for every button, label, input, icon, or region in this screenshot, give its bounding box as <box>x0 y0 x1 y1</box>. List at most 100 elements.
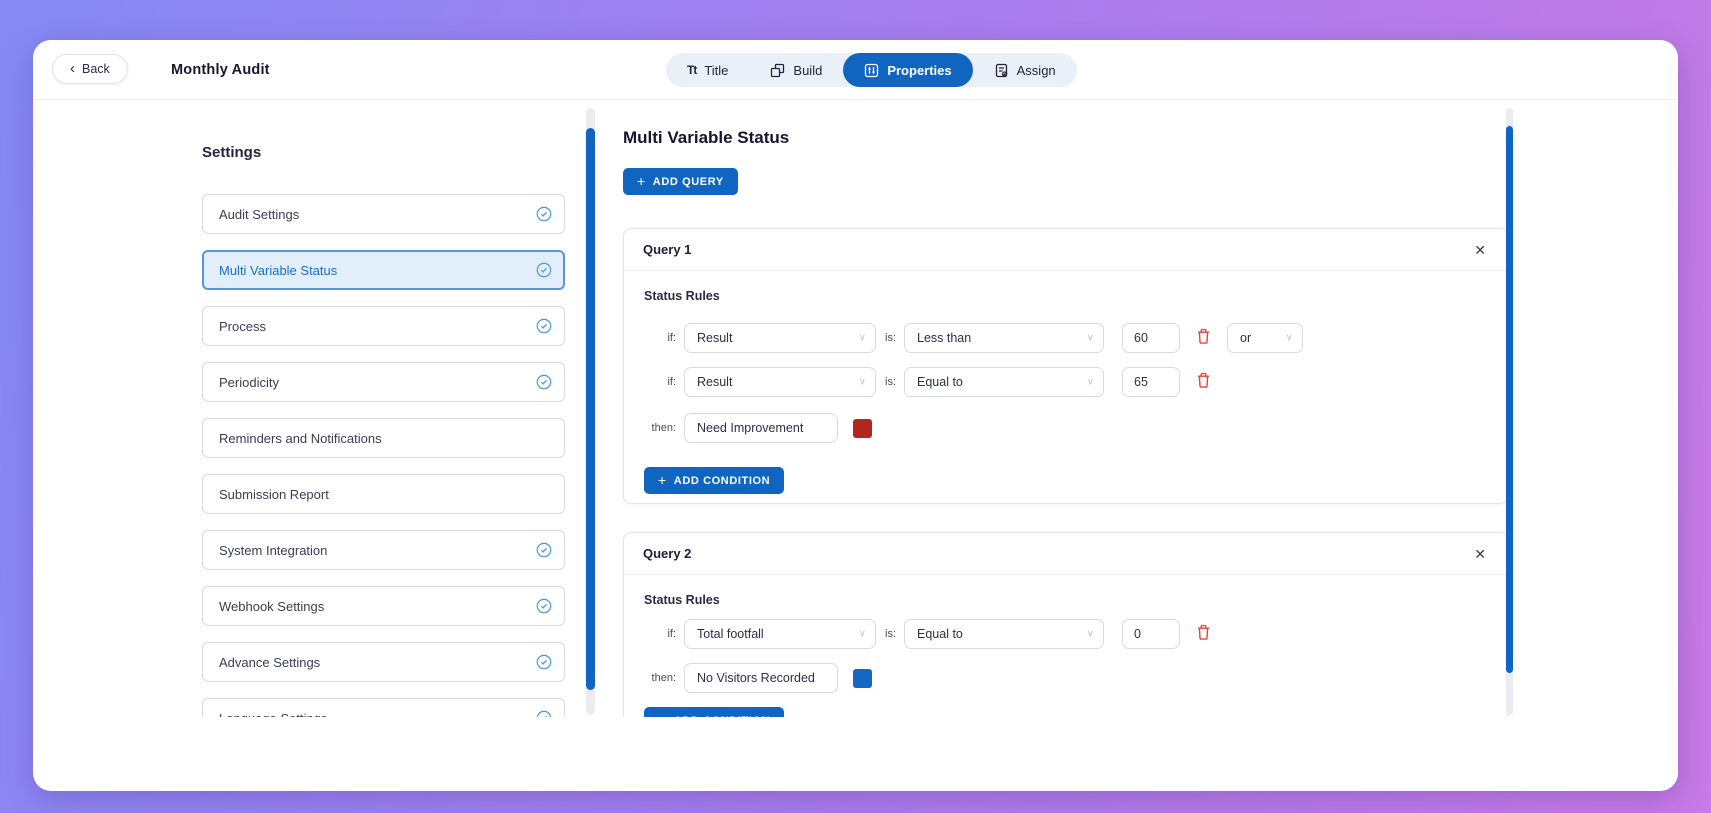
then-row: then: <box>644 663 1487 693</box>
sidebar-item-label: Submission Report <box>219 486 329 502</box>
condition-row: if: Total footfall ∨ is: Equal to ∨ <box>644 619 1487 649</box>
is-label: is: <box>885 376 896 388</box>
query-card: Query 1 ✕ Status Rules if: Result ∨ is: <box>623 228 1508 504</box>
plus-icon: + <box>637 173 646 189</box>
tab-properties-label: Properties <box>887 62 952 78</box>
sidebar-item-periodicity[interactable]: Periodicity <box>202 362 565 402</box>
chevron-down-icon: ∨ <box>1285 332 1293 344</box>
variable-select[interactable]: Result ∨ <box>684 367 876 397</box>
main-scrollbar-right-thumb[interactable] <box>1506 126 1513 673</box>
add-query-label: ADD QUERY <box>652 175 724 188</box>
check-circle-icon <box>536 374 552 390</box>
query-title: Query 1 <box>643 242 692 257</box>
sidebar-item-process[interactable]: Process <box>202 306 565 346</box>
check-circle-icon <box>536 542 552 558</box>
sidebar-item-label: Webhook Settings <box>219 598 325 614</box>
tab-build[interactable]: Build <box>749 53 843 87</box>
add-condition-label: ADD CONDITION <box>674 715 770 718</box>
sidebar-item-audit-settings[interactable]: Audit Settings <box>202 194 565 234</box>
close-query-button[interactable]: ✕ <box>1472 241 1488 259</box>
if-label: if: <box>667 376 676 388</box>
app-window: ‹ Back Monthly Audit Tt Title Build <box>33 40 1678 791</box>
main-scrollbar-right <box>1506 108 1513 715</box>
variable-select[interactable]: Total footfall ∨ <box>684 619 876 649</box>
check-circle-icon <box>536 598 552 614</box>
is-label: is: <box>885 332 896 344</box>
operator-select[interactable]: Equal to ∨ <box>904 619 1104 649</box>
operator-select-value: Equal to <box>917 627 963 641</box>
sidebar-item-language-settings[interactable]: Language Settings <box>202 698 565 717</box>
sidebar-item-label: Advance Settings <box>219 654 321 670</box>
delete-condition-button[interactable] <box>1194 370 1213 394</box>
add-condition-button[interactable]: + ADD CONDITION <box>644 467 785 494</box>
variable-select-value: Result <box>697 375 733 389</box>
add-query-button[interactable]: + ADD QUERY <box>623 168 738 195</box>
condition-row: if: Result ∨ is: Equal to ∨ <box>644 367 1487 397</box>
main-scrollbar-left-thumb[interactable] <box>586 128 595 690</box>
sliders-icon <box>864 63 879 78</box>
sidebar-item-label: Process <box>219 318 266 334</box>
sidebar-item-label: Periodicity <box>219 374 279 390</box>
chevron-down-icon: ∨ <box>1086 628 1094 640</box>
chevron-down-icon: ∨ <box>1086 376 1094 388</box>
sidebar-item-label: Language Settings <box>219 711 327 718</box>
chevron-down-icon: ∨ <box>858 628 866 640</box>
query-header: Query 2 ✕ <box>624 533 1507 575</box>
chevron-down-icon: ∨ <box>858 332 866 344</box>
app-bar: ‹ Back Monthly Audit Tt Title Build <box>33 40 1678 100</box>
sidebar-item-webhook-settings[interactable]: Webhook Settings <box>202 586 565 626</box>
variable-select[interactable]: Result ∨ <box>684 323 876 353</box>
close-query-button[interactable]: ✕ <box>1472 545 1488 563</box>
value-input[interactable] <box>1122 323 1180 353</box>
operator-select[interactable]: Equal to ∨ <box>904 367 1104 397</box>
content-area: Settings Audit Settings Multi Variable S… <box>33 100 1678 717</box>
status-name-input[interactable] <box>684 413 838 443</box>
sidebar-item-submission-report[interactable]: Submission Report <box>202 474 565 514</box>
plus-icon: + <box>658 712 667 717</box>
then-row: then: <box>644 413 1487 443</box>
back-chevron-icon: ‹ <box>70 59 75 77</box>
join-select[interactable]: or ∨ <box>1227 323 1303 353</box>
query-title: Query 2 <box>643 546 692 561</box>
close-icon: ✕ <box>1474 241 1486 258</box>
sidebar-item-multi-variable-status[interactable]: Multi Variable Status <box>202 250 565 290</box>
build-blocks-icon <box>770 63 785 78</box>
status-rules-label: Status Rules <box>644 289 720 303</box>
value-input[interactable] <box>1122 619 1180 649</box>
delete-condition-button[interactable] <box>1194 326 1213 350</box>
variable-select-value: Total footfall <box>697 627 764 641</box>
close-icon: ✕ <box>1474 545 1486 562</box>
tab-assign[interactable]: Assign <box>973 53 1077 87</box>
delete-condition-button[interactable] <box>1194 622 1213 646</box>
query-header: Query 1 ✕ <box>624 229 1507 271</box>
back-button[interactable]: ‹ Back <box>52 54 128 84</box>
check-circle-icon <box>536 654 552 670</box>
sidebar-item-label: Reminders and Notifications <box>219 430 382 446</box>
status-color-swatch[interactable] <box>853 668 872 688</box>
query-body: Status Rules if: Result ∨ is: Less than … <box>624 289 1507 494</box>
value-input[interactable] <box>1122 367 1180 397</box>
check-circle-icon <box>536 206 552 222</box>
add-condition-label: ADD CONDITION <box>673 474 771 487</box>
is-label: is: <box>885 628 896 640</box>
sidebar-item-advance-settings[interactable]: Advance Settings <box>202 642 565 682</box>
tab-title[interactable]: Tt Title <box>666 53 749 87</box>
status-color-swatch[interactable] <box>853 418 872 438</box>
status-name-input[interactable] <box>684 663 838 693</box>
add-condition-button[interactable]: + ADD CONDITION <box>644 707 785 718</box>
typography-icon: Tt <box>687 63 697 77</box>
trash-icon <box>1196 624 1211 644</box>
chevron-down-icon: ∨ <box>1086 332 1094 344</box>
then-label: then: <box>651 672 676 684</box>
tab-title-label: Title <box>704 62 729 78</box>
sidebar-item-reminders-notifications[interactable]: Reminders and Notifications <box>202 418 565 458</box>
operator-select[interactable]: Less than ∨ <box>904 323 1104 353</box>
plus-icon: + <box>658 472 667 488</box>
status-rules-label: Status Rules <box>644 593 720 607</box>
page-title: Monthly Audit <box>171 62 270 78</box>
check-circle-icon <box>536 262 552 278</box>
tab-properties[interactable]: Properties <box>843 53 973 87</box>
query-card: Query 2 ✕ Status Rules if: Total footfal… <box>623 532 1508 717</box>
sidebar-item-system-integration[interactable]: System Integration <box>202 530 565 570</box>
